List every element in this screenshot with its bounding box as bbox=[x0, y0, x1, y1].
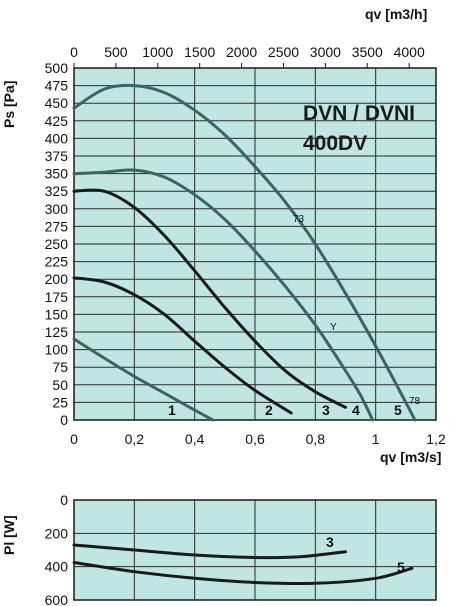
lower-y-axis-label: Pl [W] bbox=[1, 515, 17, 555]
lower-y-tick-label: 600 bbox=[45, 592, 69, 606]
upper-y-tick-label: 450 bbox=[45, 95, 69, 111]
power-curve-label-3: 3 bbox=[326, 534, 334, 550]
upper-y-tick-label: 25 bbox=[52, 394, 68, 410]
upper-y-tick-label: 275 bbox=[45, 218, 69, 234]
upper-x-tick-label: 0,2 bbox=[125, 431, 145, 447]
upper-y-tick-label: 400 bbox=[45, 130, 69, 146]
power-curve-5 bbox=[72, 561, 414, 586]
upper-x2-axis-label: qv [m3/h] bbox=[365, 6, 427, 22]
lower-plot: 0 200 400 600 Pl [W] 3 5 bbox=[1, 492, 437, 606]
upper-x-tick-label: 1 bbox=[372, 431, 380, 447]
upper-x2-tick-label: 500 bbox=[104, 44, 128, 60]
lower-series-group bbox=[72, 543, 414, 586]
upper-y-tick-label: 225 bbox=[45, 254, 69, 270]
pressure-curve-2 bbox=[72, 276, 293, 415]
pressure-curve-4 bbox=[72, 168, 375, 422]
upper-x-tick-label: 0,4 bbox=[185, 431, 205, 447]
annotation-73: 73 bbox=[293, 214, 305, 225]
upper-x2-tick-labels: 0 500 1000 1500 2000 2500 3000 3500 4000 bbox=[70, 44, 425, 68]
upper-y-tick-label: 300 bbox=[45, 201, 69, 217]
curve-label-2: 2 bbox=[265, 402, 273, 418]
upper-y-tick-label: 50 bbox=[52, 377, 68, 393]
upper-y-tick-label: 0 bbox=[60, 412, 68, 428]
upper-series-group bbox=[72, 83, 417, 422]
upper-x2-tick-label: 3500 bbox=[352, 44, 383, 60]
pressure-curve-1 bbox=[72, 337, 215, 422]
upper-x2-tick-label: 2500 bbox=[268, 44, 299, 60]
pressure-curve-3 bbox=[72, 188, 347, 409]
upper-x2-tick-label: 0 bbox=[70, 44, 78, 60]
annotation-78: 78 bbox=[409, 396, 421, 407]
upper-plot-frame bbox=[73, 67, 437, 421]
upper-x-tick-label: 0,8 bbox=[306, 431, 326, 447]
upper-y-axis-label: Ps [Pa] bbox=[1, 81, 17, 128]
upper-y-tick-label: 500 bbox=[45, 60, 69, 76]
pressure-curve-5 bbox=[72, 83, 417, 422]
lower-y-tick-label: 200 bbox=[45, 525, 69, 541]
curve-label-4: 4 bbox=[352, 402, 360, 418]
upper-x-tick-label: 0,6 bbox=[245, 431, 265, 447]
upper-x2-tick-label: 3000 bbox=[310, 44, 341, 60]
upper-x-tick-labels: 0 0,2 0,4 0,6 0,8 1 1,2 bbox=[70, 431, 446, 447]
upper-y-tick-label: 125 bbox=[45, 324, 69, 340]
power-curve-label-5: 5 bbox=[397, 559, 405, 575]
upper-x-axis-label: qv [m3/s] bbox=[380, 449, 441, 465]
upper-grid bbox=[73, 67, 437, 421]
lower-y-tick-label: 0 bbox=[60, 492, 68, 508]
upper-y-tick-label: 350 bbox=[45, 166, 69, 182]
lower-plot-frame bbox=[73, 499, 437, 601]
upper-x2-tick-label: 1000 bbox=[142, 44, 173, 60]
upper-y-tick-label: 250 bbox=[45, 236, 69, 252]
chart-title-line-2: 400DV bbox=[303, 132, 367, 155]
power-curve-3 bbox=[72, 543, 347, 560]
curve-label-5: 5 bbox=[394, 402, 402, 418]
upper-y-tick-label: 100 bbox=[45, 342, 69, 358]
upper-x2-tick-label: 4000 bbox=[394, 44, 425, 60]
chart-title-line-1: DVN / DVNI bbox=[303, 102, 415, 125]
upper-y-tick-label: 375 bbox=[45, 148, 69, 164]
lower-y-tick-labels: 0 200 400 600 bbox=[45, 492, 69, 606]
curve-label-3: 3 bbox=[322, 402, 330, 418]
curve-label-1: 1 bbox=[168, 402, 176, 418]
upper-y-tick-label: 75 bbox=[52, 359, 68, 375]
upper-y-tick-label: 150 bbox=[45, 306, 69, 322]
upper-plot: 0255075100125150175200225250275300325350… bbox=[1, 6, 446, 465]
upper-x2-tick-label: 2000 bbox=[226, 44, 257, 60]
upper-y-tick-label: 175 bbox=[45, 289, 69, 305]
annotation-y: Y bbox=[330, 322, 337, 333]
upper-y-tick-label: 200 bbox=[45, 271, 69, 287]
upper-x-tick-label: 0 bbox=[70, 431, 78, 447]
upper-y-tick-label: 325 bbox=[45, 183, 69, 199]
upper-x2-tick-label: 1500 bbox=[184, 44, 215, 60]
lower-y-tick-label: 400 bbox=[45, 559, 69, 575]
upper-x-tick-label: 1,2 bbox=[426, 431, 446, 447]
upper-y-tick-label: 475 bbox=[45, 78, 69, 94]
upper-y-tick-label: 425 bbox=[45, 113, 69, 129]
